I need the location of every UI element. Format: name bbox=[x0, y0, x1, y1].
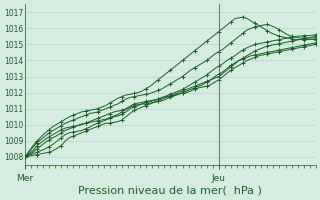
X-axis label: Pression niveau de la mer(  hPa ): Pression niveau de la mer( hPa ) bbox=[78, 186, 262, 196]
